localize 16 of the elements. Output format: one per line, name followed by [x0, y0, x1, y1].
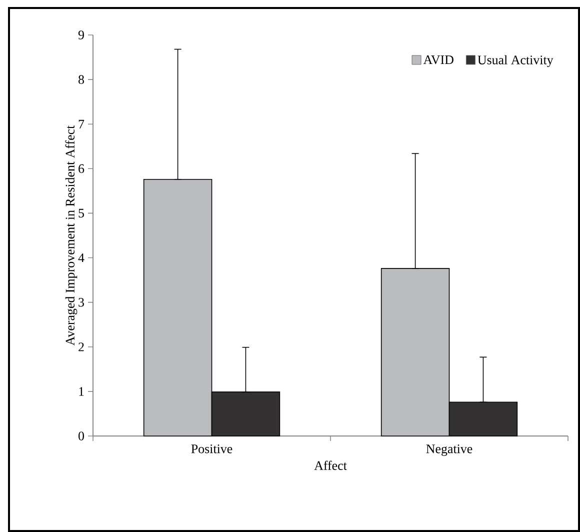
y-tick-label: 7 [78, 120, 84, 128]
y-tick-label: 5 [78, 208, 84, 218]
x-axis-title: Affect [314, 460, 347, 470]
y-axis-title: Averaged Improvement in Resident Affect [65, 125, 78, 346]
x-tick-label: Positive [191, 444, 232, 454]
y-tick-label: 0 [78, 432, 84, 440]
y-tick-label: 6 [78, 164, 84, 174]
y-tick-label: 3 [78, 298, 84, 307]
y-tick-label: 2 [78, 342, 84, 352]
x-tick-label: Negative [426, 444, 472, 456]
legend-label: AVID [423, 55, 454, 64]
y-tick-label: 9 [78, 30, 84, 40]
y-tick-label: 1 [79, 387, 84, 396]
y-tick-label: 4 [78, 253, 84, 262]
legend-label: Usual Activity [478, 55, 554, 67]
y-tick-label: 8 [78, 75, 84, 84]
